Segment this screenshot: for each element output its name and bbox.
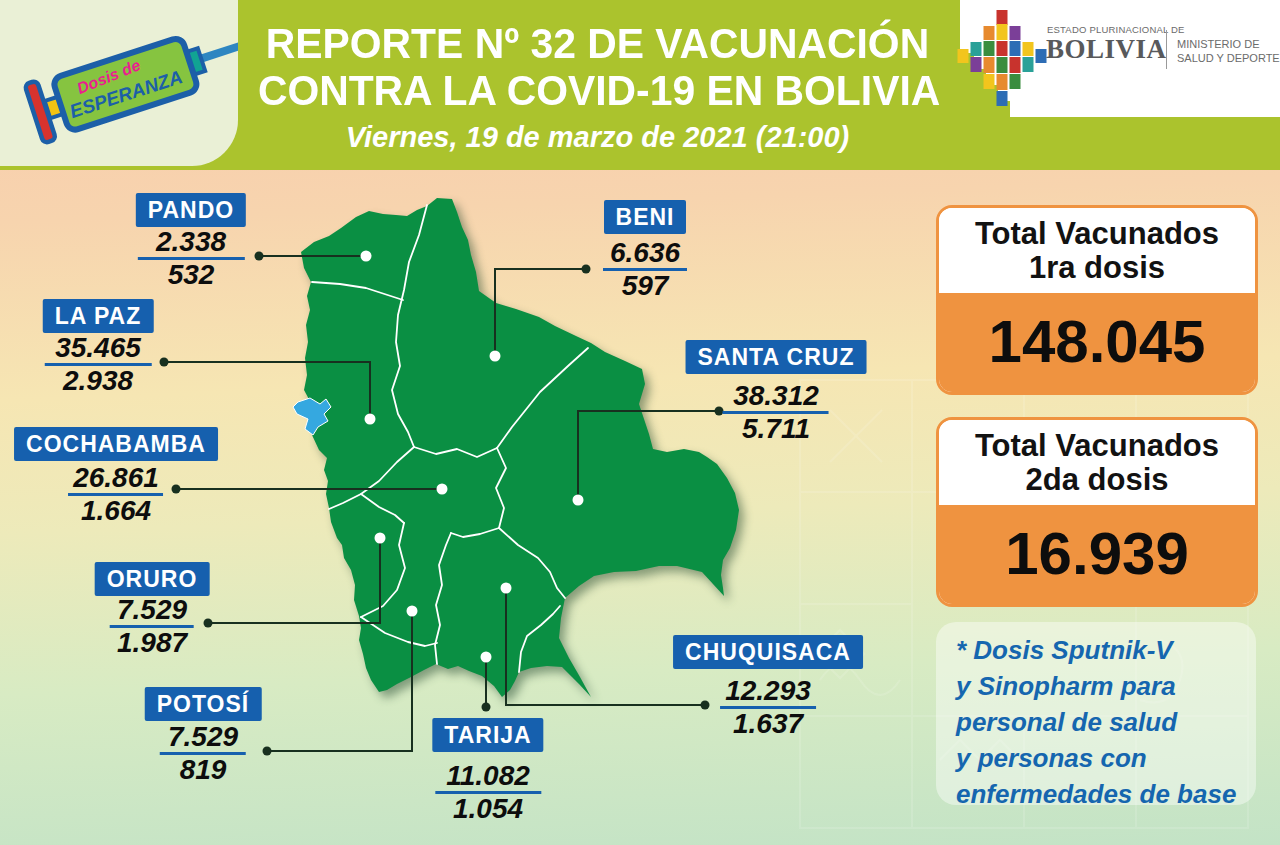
infographic-page: Dosis de ESPERANZA REPORTE Nº 32 DE VACU… (0, 0, 1280, 845)
dept-name: TARIJA (432, 718, 543, 752)
dept-label-potosí: POTOSÍ7.529 819 (145, 687, 262, 784)
dept-dose2: 2.938 (43, 367, 154, 395)
dept-dose2: 819 (145, 756, 262, 784)
total-second-dose-card: Total Vacunados 2da dosis 16.939 (936, 417, 1258, 607)
dept-name: SANTA CRUZ (686, 340, 867, 374)
total-first-dose-value: 148.045 (939, 293, 1255, 392)
dept-dose1: 7.529 (145, 721, 262, 751)
dept-name: ORURO (95, 562, 210, 596)
dept-dose2: 1.987 (95, 629, 210, 657)
dept-dose2: 532 (136, 261, 246, 289)
dept-dose1: 35.465 (43, 333, 154, 362)
footnote-text: * Dosis Sputnik-Vy Sinopharm parapersona… (956, 632, 1256, 812)
dept-dose2: 1.054 (432, 795, 543, 823)
dept-label-beni: BENI6.636 597 (603, 200, 687, 300)
gov-divider (1166, 30, 1167, 69)
dept-label-chuquisaca: CHUQUISACA12.293 1.637 (673, 635, 863, 738)
dept-name: CHUQUISACA (673, 635, 863, 669)
dept-name: LA PAZ (43, 299, 154, 333)
dept-name: POTOSÍ (145, 687, 262, 721)
gov-ministry: MINISTERIO DE SALUD Y DEPORTES (1177, 38, 1280, 65)
dept-label-santa-cruz: SANTA CRUZ38.312 5.711 (686, 340, 867, 443)
dept-dose1: 12.293 (673, 669, 863, 705)
dept-dose2: 1.637 (673, 710, 863, 738)
dept-name: BENI (604, 200, 687, 234)
dept-label-pando: PANDO2.338 532 (136, 193, 246, 289)
dept-dose1: 11.082 (432, 752, 543, 790)
dept-dose2: 597 (603, 272, 687, 300)
dept-dose1: 6.636 (603, 234, 687, 267)
total-second-dose-title: Total Vacunados 2da dosis (939, 420, 1255, 505)
footnote-box: * Dosis Sputnik-Vy Sinopharm parapersona… (936, 622, 1256, 805)
dept-dose1: 7.529 (95, 596, 210, 624)
dept-label-la-paz: LA PAZ35.465 2.938 (43, 299, 154, 395)
dept-dose1: 38.312 (686, 374, 867, 410)
dept-dose1: 2.338 (136, 227, 246, 256)
dept-dose2: 1.664 (14, 497, 218, 525)
total-first-dose-card: Total Vacunados 1ra dosis 148.045 (936, 205, 1258, 395)
dept-name: COCHABAMBA (14, 427, 218, 461)
total-first-dose-title: Total Vacunados 1ra dosis (939, 208, 1255, 293)
dept-label-cochabamba: COCHABAMBA26.861 1.664 (14, 427, 218, 525)
total-second-dose-value: 16.939 (939, 505, 1255, 604)
dept-name: PANDO (136, 193, 246, 227)
dept-label-tarija: TARIJA11.082 1.054 (432, 718, 543, 823)
dept-dose2: 5.711 (686, 415, 867, 443)
gov-state-big: BOLIVIA (1046, 34, 1167, 65)
dept-label-oruro: ORURO7.529 1.987 (95, 562, 210, 657)
dept-dose1: 26.861 (14, 461, 218, 492)
